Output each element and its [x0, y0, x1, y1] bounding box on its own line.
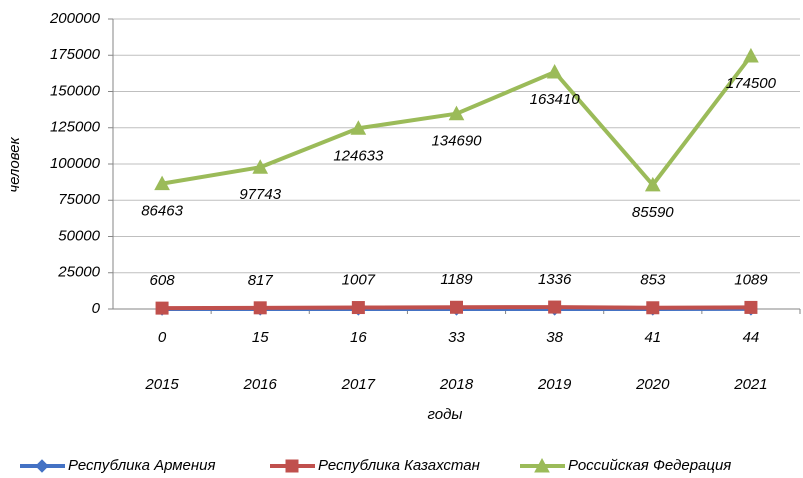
data-label: 44	[743, 329, 760, 346]
data-label: 33	[448, 329, 465, 346]
data-label: 134690	[431, 133, 482, 150]
marker	[548, 300, 562, 314]
data-label: 817	[248, 272, 274, 289]
x-tick-label: 2017	[341, 376, 376, 393]
y-tick-label: 175000	[50, 46, 101, 63]
x-tick-label: 2015	[144, 376, 179, 393]
marker	[644, 176, 661, 192]
legend-marker	[285, 459, 299, 473]
data-label: 124633	[333, 147, 384, 164]
data-label: 97743	[239, 186, 281, 203]
x-tick-label: 2021	[733, 376, 767, 393]
data-label: 86463	[141, 203, 183, 220]
x-tick-label: 2020	[635, 376, 670, 393]
marker	[744, 300, 758, 314]
data-label: 608	[150, 272, 176, 289]
marker	[252, 159, 269, 174]
data-label: 1336	[538, 271, 572, 288]
marker	[546, 64, 563, 79]
x-axis-title: годы	[428, 406, 463, 423]
data-label: 853	[640, 272, 666, 289]
y-tick-label: 50000	[58, 227, 100, 244]
x-tick-label: 2016	[243, 376, 278, 393]
data-label: 1089	[734, 271, 768, 288]
y-tick-label: 0	[92, 300, 101, 317]
data-label: 0	[158, 329, 167, 346]
marker	[351, 301, 365, 315]
y-tick-label: 200000	[49, 10, 101, 27]
y-tick-label: 150000	[50, 82, 101, 99]
data-label: 85590	[632, 204, 674, 221]
y-tick-label: 125000	[50, 119, 101, 136]
marker	[448, 105, 465, 121]
legend-marker	[534, 457, 550, 473]
marker	[743, 47, 759, 63]
legend-label: Российская Федерация	[568, 457, 731, 474]
marker	[450, 300, 463, 314]
marker	[253, 301, 267, 315]
marker	[155, 301, 169, 315]
marker	[646, 301, 660, 315]
y-tick-label: 100000	[50, 155, 101, 172]
legend-label: Республика Армения	[68, 457, 216, 474]
y-tick-label: 25000	[57, 264, 100, 281]
data-label: 1189	[440, 271, 473, 288]
y-axis-title: человек	[6, 136, 23, 192]
data-label: 38	[546, 329, 563, 346]
data-label: 1007	[342, 272, 376, 289]
data-label: 16	[350, 329, 367, 346]
marker	[350, 120, 367, 135]
data-label: 163410	[530, 91, 581, 108]
x-tick-label: 2018	[439, 376, 474, 393]
legend-marker	[35, 459, 49, 473]
series-line	[161, 54, 753, 187]
data-label: 15	[252, 329, 269, 346]
legend-label: Республика Казахстан	[318, 457, 480, 474]
x-tick-label: 2019	[537, 376, 572, 393]
y-tick-label: 75000	[58, 191, 100, 208]
marker	[154, 175, 170, 191]
data-label: 41	[644, 329, 661, 346]
data-label: 174500	[726, 75, 777, 92]
